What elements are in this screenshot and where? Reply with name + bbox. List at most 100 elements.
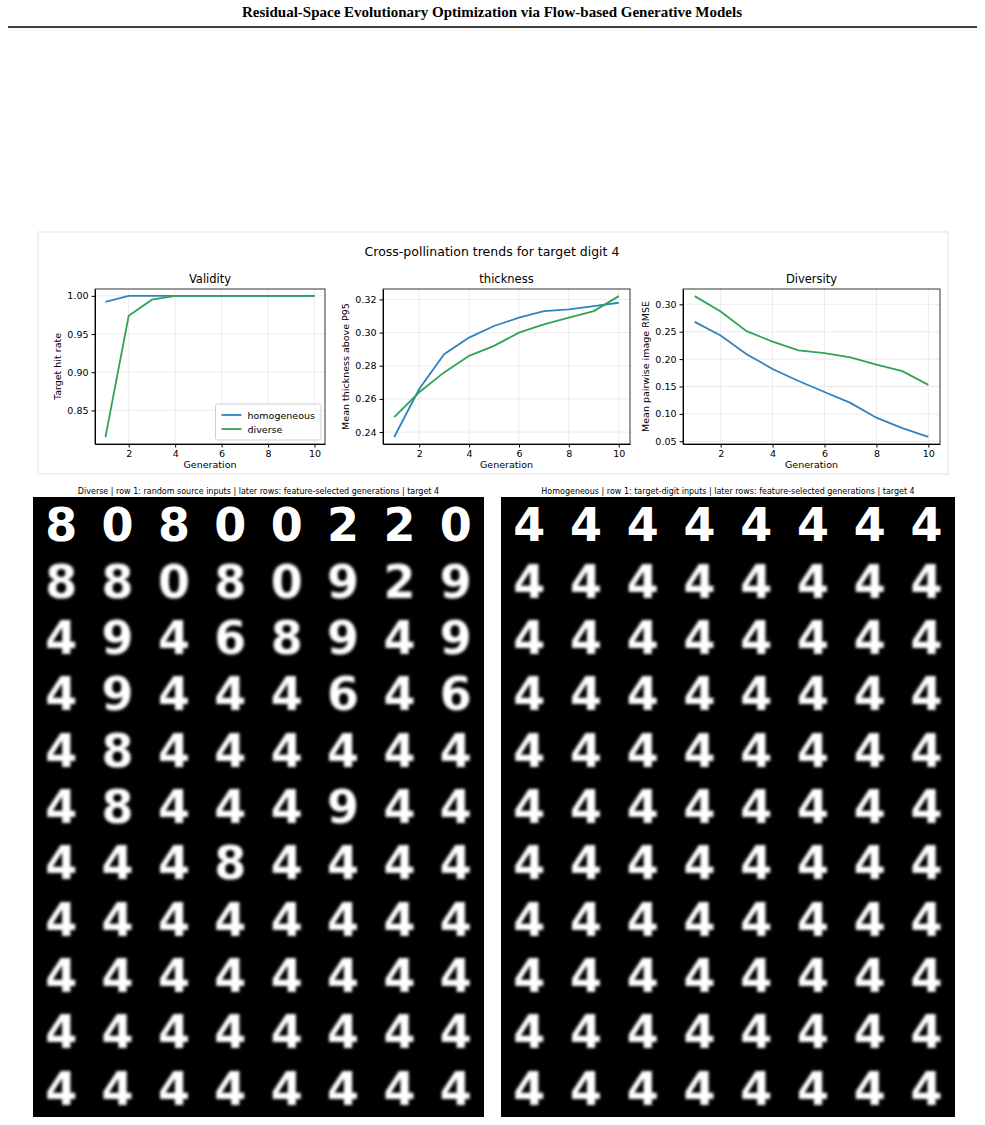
grid-line — [568, 289, 569, 444]
x-axis-title: Generation — [785, 459, 838, 470]
digit-image: 4 — [627, 498, 659, 552]
digit-image: 4 — [627, 724, 659, 778]
tick-mark — [773, 444, 774, 448]
digit-image: 4 — [740, 498, 772, 552]
digit-image: 4 — [684, 1062, 716, 1116]
tick: 0.20 — [655, 354, 683, 365]
legend-item: diverse — [222, 424, 283, 435]
grid-title: Homogeneous | row 1: target-digit inputs… — [541, 487, 914, 496]
tick-label: 0.30 — [655, 299, 676, 310]
tick-label: 0.85 — [67, 405, 88, 416]
digit-image: 4 — [102, 1005, 134, 1059]
digit-image: 4 — [854, 1005, 886, 1059]
tick: 10 — [613, 444, 625, 459]
legend: homogeneousdiverse — [216, 404, 321, 440]
tick: 4 — [770, 444, 776, 459]
digit-image: 4 — [854, 949, 886, 1003]
digit-image: 4 — [570, 1062, 602, 1116]
grid-line — [518, 289, 519, 444]
digit-image: 6 — [327, 667, 359, 721]
digit-image: 4 — [214, 780, 246, 834]
digit-image: 4 — [570, 611, 602, 665]
y-axis-title: Mean thickness above P95 — [340, 303, 351, 430]
tick-label: 10 — [309, 448, 321, 459]
digit-image: 4 — [911, 893, 943, 947]
grid-line — [876, 289, 877, 444]
tick-label: 4 — [173, 448, 179, 459]
tick: 10 — [309, 444, 321, 459]
grid-line — [383, 332, 630, 333]
digit-image: 4 — [45, 836, 77, 890]
plot-frame — [383, 289, 630, 444]
tick-label: 0.30 — [355, 327, 376, 338]
digit-image: 4 — [440, 780, 472, 834]
digit-image: 4 — [383, 949, 415, 1003]
tick: 0.24 — [355, 427, 383, 438]
digit-image: 4 — [797, 724, 829, 778]
tick: 0.10 — [655, 408, 683, 419]
tick-label: 2 — [417, 448, 423, 459]
digit-image: 4 — [383, 1062, 415, 1116]
digit-image: 4 — [797, 780, 829, 834]
digit-image: 8 — [102, 555, 134, 609]
digit-image: 4 — [158, 1005, 190, 1059]
tick-label: 2 — [718, 448, 724, 459]
grid-line — [772, 289, 773, 444]
digit-image: 9 — [102, 667, 134, 721]
digit-image: 9 — [102, 611, 134, 665]
grid-line — [419, 289, 420, 444]
digit-image: 4 — [911, 611, 943, 665]
digit-image: 8 — [214, 836, 246, 890]
digit-image: 4 — [102, 1062, 134, 1116]
grid-line — [683, 441, 940, 442]
page-header: Residual-Space Evolutionary Optimization… — [242, 4, 742, 20]
digit-image: 8 — [45, 498, 77, 552]
tick-label: 8 — [874, 448, 880, 459]
digit-image: 4 — [911, 949, 943, 1003]
tick: 2 — [718, 444, 724, 459]
digit-image: 4 — [854, 893, 886, 947]
digit-image: 4 — [854, 667, 886, 721]
digit-image: 4 — [854, 611, 886, 665]
tick-mark — [569, 444, 570, 448]
axis-line — [383, 290, 384, 445]
digit-image: 4 — [271, 893, 303, 947]
tick-mark — [824, 444, 825, 448]
tick-mark — [92, 410, 96, 411]
digit-image: 0 — [158, 555, 190, 609]
tick: 0.26 — [355, 393, 383, 404]
tick: 0.30 — [655, 299, 683, 310]
tick-mark — [92, 372, 96, 373]
image-panel — [501, 497, 955, 1117]
digit-image: 4 — [45, 667, 77, 721]
grid-line — [383, 398, 630, 399]
digit-image: 4 — [797, 836, 829, 890]
tick-mark — [380, 432, 384, 433]
digit-image: 4 — [327, 949, 359, 1003]
tick: 0.30 — [355, 327, 383, 338]
tick: 6 — [516, 444, 522, 459]
tick-mark — [380, 399, 384, 400]
series-line — [394, 296, 619, 417]
digit-image: 4 — [740, 893, 772, 947]
tick: 10 — [923, 444, 935, 459]
digit-image: 4 — [911, 555, 943, 609]
x-axis-title: Generation — [184, 459, 237, 470]
grid-line — [618, 289, 619, 444]
digit-image: 4 — [740, 1062, 772, 1116]
tick: 8 — [874, 444, 880, 459]
digit-image: 4 — [45, 780, 77, 834]
tick-mark — [380, 366, 384, 367]
digit-image: 4 — [570, 667, 602, 721]
tick: 4 — [467, 444, 473, 459]
grid-line — [683, 413, 940, 414]
digit-image: 0 — [271, 498, 303, 552]
digit-image: 4 — [911, 498, 943, 552]
tick: 0.25 — [655, 326, 683, 337]
tick-mark — [268, 444, 269, 448]
y-axis: 0.050.100.150.200.250.30 — [655, 290, 683, 447]
tick-mark — [680, 414, 684, 415]
digit-image: 4 — [383, 611, 415, 665]
grid-line — [383, 299, 630, 300]
digit-image: 4 — [158, 780, 190, 834]
